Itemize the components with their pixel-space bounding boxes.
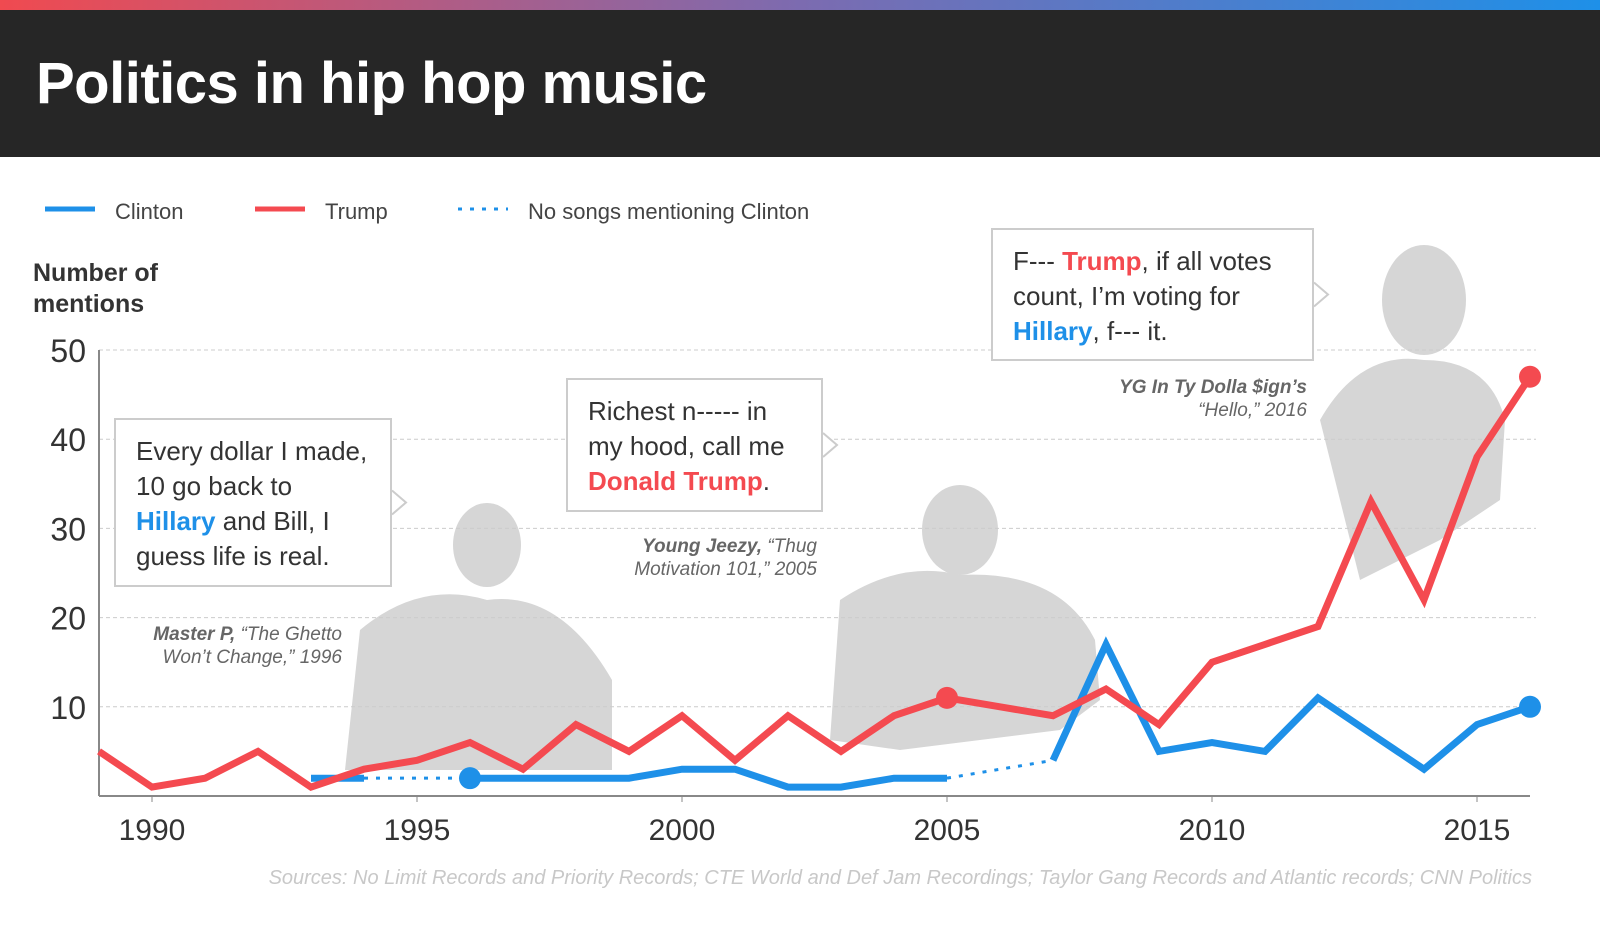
quote-text: Hillary [136,506,216,536]
legend-label: Trump [325,199,388,224]
x-tick-label: 1995 [384,814,451,847]
photo [453,503,521,587]
y-tick-label: 50 [50,333,86,369]
quote-pointer-edge [822,432,839,458]
quote-text: , f--- it. [1092,316,1168,346]
photo [830,570,1100,750]
quote-text: Every dollar I made, 10 go back to [136,436,368,501]
song: “Hello,” 2016 [1198,400,1307,421]
quote-pointer [391,490,406,515]
quote-text: Donald Trump [588,466,763,496]
y-tick-label: 30 [50,511,86,547]
accent-bar [0,0,1600,10]
y-tick-label: 10 [50,690,86,726]
song: “The Ghetto Won’t Change,” 1996 [162,624,342,668]
song: “Thug Motivation 101,” 2005 [634,536,817,580]
x-tick-label: 2010 [1179,814,1246,847]
highlight-point [1519,695,1541,718]
photo [345,594,612,770]
quote-text: and Bill, I guess life is real. [136,506,330,571]
quote-text: . [762,466,771,496]
attribution: YG In Ty Dolla $ign’s “Hello,” 2016 [1080,376,1307,422]
quote-pointer-edge [1313,281,1330,308]
legend-label: Clinton [115,199,184,224]
photo-placeholders [345,245,1505,770]
header [0,10,1600,157]
photo [1320,358,1505,580]
quote-pointer [1313,282,1328,307]
quote-box: F--- Trump, if all votes count, I’m voti… [991,228,1314,361]
quote-text: Trump [1062,246,1142,276]
series-line [97,374,1533,791]
x-tick-label: 2000 [649,814,716,847]
highlight-point [1519,365,1541,388]
quote-box: Richest n----- in my hood, call me Donal… [566,378,823,512]
quote-pointer-edge [391,489,408,516]
chart-title: Politics in hip hop music [36,51,707,116]
x-tick-label: 1990 [119,814,186,847]
y-axis-label: Number of mentions [33,259,158,318]
photo [922,485,998,575]
attribution: Young Jeezy, “Thug Motivation 101,” 2005 [610,535,817,581]
attribution: Master P, “The Ghetto Won’t Change,” 199… [140,623,342,669]
highlight-point [459,767,481,790]
y-tick-label: 20 [50,601,86,637]
quote-text: Hillary [1013,316,1093,346]
quote-text: F--- [1013,246,1063,276]
quote-text: Richest n----- in my hood, call me [588,396,785,461]
highlight-point [936,686,958,709]
photo [1382,245,1466,355]
quote-text: , if all votes count, I’m voting for [1013,246,1272,311]
x-tick-label: 2015 [1444,814,1511,847]
quote-box: Every dollar I made, 10 go back to Hilla… [114,418,392,587]
artist: Master P, [153,624,236,645]
artist: Young Jeezy, [642,536,763,557]
gap-connector [946,758,1054,780]
x-tick-label: 2005 [914,814,981,847]
legend-label: No songs mentioning Clinton [528,199,810,224]
quote-pointer [822,433,837,457]
source: Sources: No Limit Records and Priority R… [268,867,1532,889]
artist: YG In Ty Dolla $ign’s [1119,377,1307,398]
y-tick-label: 40 [50,422,86,458]
